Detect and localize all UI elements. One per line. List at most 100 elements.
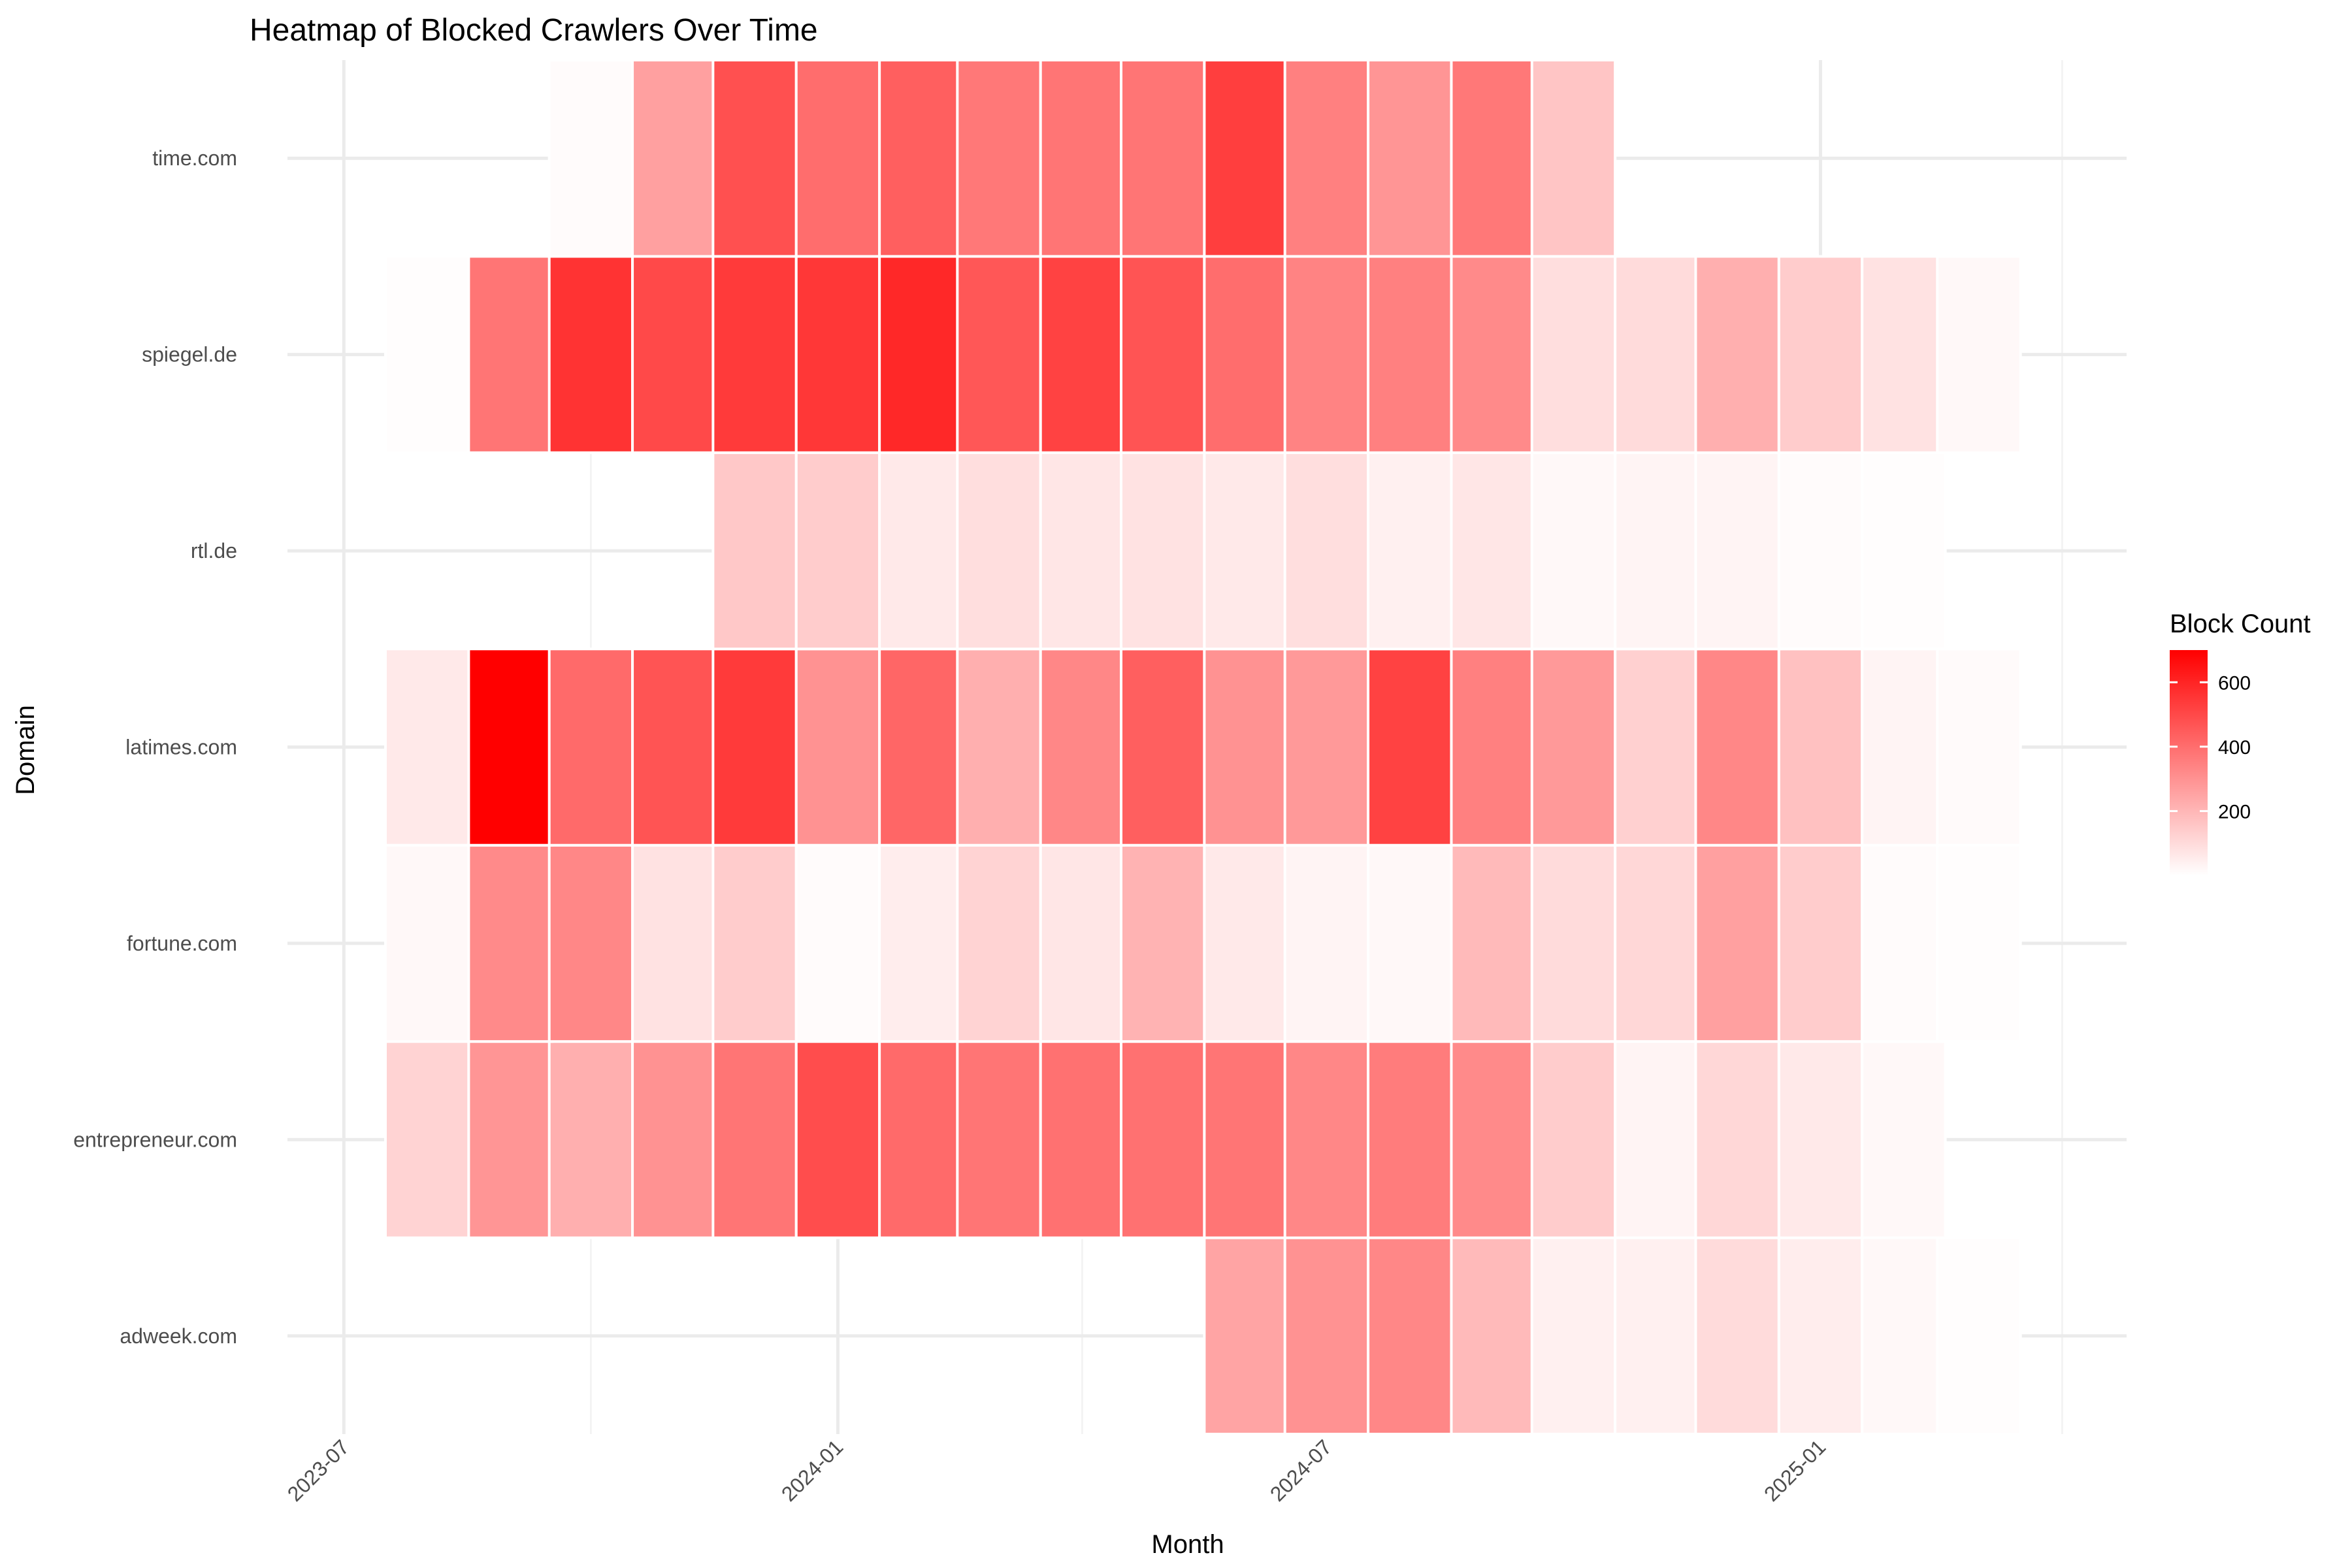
heatmap-cell: [384, 255, 470, 454]
y-tick-label: fortune.com: [127, 932, 237, 955]
heatmap-cell: [1450, 1236, 1536, 1435]
heatmap-cell: [467, 843, 553, 1043]
heatmap-cell: [1039, 59, 1126, 258]
heatmap-cell: [1614, 1236, 1700, 1435]
heatmap-cell: [547, 1040, 634, 1239]
heatmap-cell: [1283, 1040, 1370, 1239]
legend-colorbar: [2170, 650, 2208, 875]
heatmap-cell: [631, 1040, 717, 1239]
heatmap-cell: [878, 59, 964, 258]
x-tick-label: 2023-07: [283, 1435, 353, 1505]
heatmap-cell: [1119, 451, 1206, 651]
heatmap-cell: [1039, 647, 1126, 847]
legend-title: Block Count: [2170, 610, 2311, 638]
heatmap-cell: [1450, 843, 1536, 1043]
heatmap-cell: [1283, 255, 1370, 454]
heatmap-cell: [1861, 647, 1947, 847]
heatmap-cell: [384, 843, 470, 1043]
heatmap-cell: [1777, 255, 1864, 454]
heatmap-cell: [1203, 255, 1289, 454]
heatmap-cell: [1694, 255, 1780, 454]
heatmap-cell: [1694, 1236, 1780, 1435]
heatmap-cell: [711, 1040, 798, 1239]
heatmap-cell: [794, 1040, 881, 1239]
x-tick-label: 2024-01: [777, 1435, 847, 1505]
heatmap-cell: [631, 647, 717, 847]
heatmap-cell: [1861, 255, 1947, 454]
heatmap-cell: [1283, 59, 1370, 258]
heatmap-cell: [1614, 1040, 1700, 1239]
heatmap-cell: [1367, 59, 1453, 258]
heatmap-cell: [878, 1040, 964, 1239]
heatmap-cell: [1203, 1040, 1289, 1239]
heatmap-cell: [1450, 59, 1536, 258]
heatmap-cell: [1450, 451, 1536, 651]
heatmap-cell: [384, 1040, 470, 1239]
y-axis-title: Domain: [11, 705, 40, 795]
heatmap-cell: [1283, 451, 1370, 651]
heatmap-cell: [1203, 843, 1289, 1043]
heatmap-cell: [1861, 451, 1947, 651]
heatmap-cell: [711, 647, 798, 847]
heatmap-cell: [794, 255, 881, 454]
heatmap-cell: [1614, 255, 1700, 454]
heatmap-cell: [1694, 1040, 1780, 1239]
heatmap-cell: [878, 451, 964, 651]
heatmap-cell: [1283, 647, 1370, 847]
heatmap-cell: [1039, 451, 1126, 651]
heatmap-cell: [1614, 451, 1700, 651]
heatmap-cell: [1119, 1040, 1206, 1239]
y-tick-label: spiegel.de: [142, 343, 237, 367]
heatmap-cell: [1530, 451, 1617, 651]
heatmap-cell: [547, 647, 634, 847]
heatmap-cell: [1203, 59, 1289, 258]
heatmap-cell: [1203, 1236, 1289, 1435]
heatmap-cell: [1119, 647, 1206, 847]
legend-tick-label: 200: [2218, 801, 2251, 823]
heatmap-cell: [1367, 255, 1453, 454]
heatmap-cell: [1039, 255, 1126, 454]
y-tick-label: latimes.com: [125, 736, 237, 759]
y-tick-label: time.com: [152, 146, 237, 170]
heatmap-cell: [467, 647, 553, 847]
heatmap-cell: [1530, 843, 1617, 1043]
heatmap-cell: [1694, 451, 1780, 651]
heatmap-cell: [956, 451, 1042, 651]
y-tick-label: entrepreneur.com: [73, 1128, 237, 1151]
heatmap-cell: [1694, 647, 1780, 847]
heatmap-cell: [711, 59, 798, 258]
legend-ticks: 200 400 600: [2170, 672, 2251, 823]
heatmap-cell: [1530, 647, 1617, 847]
heatmap-cell: [1936, 255, 2022, 454]
heatmap-cell: [1614, 843, 1700, 1043]
heatmap-cell: [878, 843, 964, 1043]
heatmap-cell: [467, 1040, 553, 1239]
y-tick-label: rtl.de: [191, 539, 237, 563]
heatmap-cell: [1203, 451, 1289, 651]
heatmap-tiles: [384, 59, 2022, 1435]
heatmap-cell: [1367, 1040, 1453, 1239]
heatmap-cell: [1777, 451, 1864, 651]
heatmap-cell: [1119, 843, 1206, 1043]
heatmap-cell: [1367, 647, 1453, 847]
heatmap-cell: [1530, 1236, 1617, 1435]
legend: Block Count 200 400 600: [2170, 610, 2311, 875]
heatmap-cell: [1450, 647, 1536, 847]
heatmap-cell: [1367, 451, 1453, 651]
heatmap-cell: [1450, 1040, 1536, 1239]
heatmap-cell: [878, 647, 964, 847]
heatmap-cell: [631, 255, 717, 454]
heatmap-cell: [547, 255, 634, 454]
legend-tick-label: 400: [2218, 737, 2251, 759]
y-tick-label: adweek.com: [120, 1324, 237, 1348]
x-tick-labels: 2023-07 2024-01 2024-07 2025-01: [283, 1435, 1831, 1505]
heatmap-cell: [467, 255, 553, 454]
heatmap-cell: [878, 255, 964, 454]
heatmap-cell: [1936, 843, 2022, 1043]
heatmap-cell: [956, 255, 1042, 454]
y-tick-labels: adweek.com entrepreneur.com fortune.com lat…: [73, 146, 237, 1348]
heatmap-cell: [547, 843, 634, 1043]
heatmap-cell: [1450, 255, 1536, 454]
heatmap-cell: [1039, 1040, 1126, 1239]
